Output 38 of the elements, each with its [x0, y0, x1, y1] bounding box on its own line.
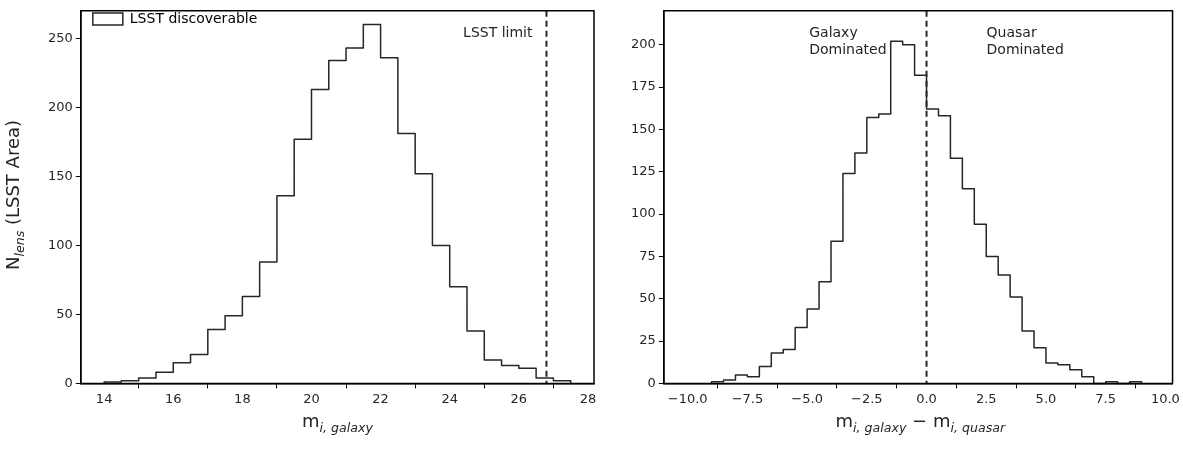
annotation: Quasar Dominated: [986, 24, 1064, 58]
x-axis-title: m$_{i, galaxy}$ − m$_{i, quasar}$: [835, 410, 1006, 435]
x-tick-label: 0.0: [916, 390, 937, 406]
y-tick-label: 75: [639, 247, 656, 263]
y-tick-label: 200: [47, 98, 73, 114]
y-tick-label: 175: [630, 78, 656, 94]
x-tick-label: 20: [303, 390, 320, 406]
y-tick-label: 250: [47, 29, 73, 45]
x-tick-label: 7.5: [1095, 390, 1117, 406]
x-tick-label: 26: [510, 390, 528, 406]
x-tick-label: 2.5: [975, 390, 997, 406]
x-axis-title: m$_{i, galaxy}$: [302, 410, 373, 435]
x-tick-label: 14: [95, 390, 113, 406]
y-tick-label: 200: [630, 36, 656, 52]
y-tick-label: 125: [630, 163, 656, 179]
y-tick-label: 25: [639, 332, 656, 348]
ref-line-label: LSST limit: [463, 24, 533, 41]
x-tick-label: 24: [441, 390, 458, 406]
x-tick-label: −5.0: [791, 390, 823, 406]
x-tick-label: 5.0: [1035, 390, 1057, 406]
x-tick-label: 10.0: [1150, 390, 1180, 406]
y-tick-label: 50: [56, 305, 73, 321]
y-tick-label: 100: [630, 205, 656, 221]
x-tick-label: 22: [372, 390, 389, 406]
y-tick-label: 0: [647, 374, 656, 390]
y-tick-label: 0: [64, 374, 73, 390]
x-tick-label: 16: [164, 390, 182, 406]
y-tick-label: 100: [47, 236, 73, 252]
x-tick-label: −2.5: [851, 390, 883, 406]
y-tick-label: 150: [47, 167, 73, 183]
x-tick-label: 18: [234, 390, 251, 406]
y-tick-label: 150: [630, 120, 656, 136]
x-tick-label: 28: [579, 390, 597, 406]
legend-label: LSST discoverable: [129, 9, 258, 26]
x-tick-label: −7.5: [731, 390, 764, 406]
y-tick-label: 50: [639, 290, 656, 306]
annotation: Galaxy Dominated: [809, 24, 887, 58]
x-tick-label: −10.0: [667, 390, 708, 406]
